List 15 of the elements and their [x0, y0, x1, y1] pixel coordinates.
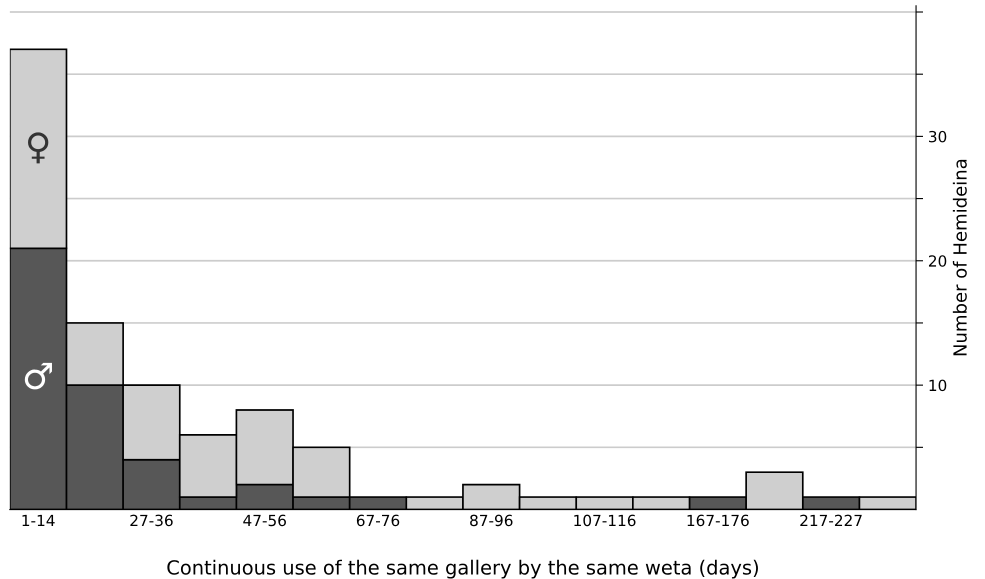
series-label: ♀ — [28, 132, 48, 164]
y-tick-label: 20 — [928, 255, 946, 267]
x-tick-label: 217-227 — [800, 514, 862, 526]
x-tick-label: 107-116 — [574, 514, 636, 526]
series-label: ♂ — [24, 362, 52, 390]
x-axis-title: Continuous use of the same gallery by the same weta (days) — [167, 560, 758, 579]
y-tick-label: 10 — [930, 380, 946, 392]
x-tick-label: 27-36 — [130, 514, 173, 526]
x-tick-label: 47-56 — [243, 514, 286, 526]
y-axis-title: Number of Hemideina — [952, 160, 967, 356]
x-tick-label: 67-76 — [356, 514, 400, 526]
y-tick-label: 30 — [929, 130, 946, 142]
x-tick-label: 1-14 — [22, 514, 55, 526]
x-tick-label: 87-96 — [470, 514, 513, 526]
x-tick-label: 167-176 — [688, 514, 749, 526]
